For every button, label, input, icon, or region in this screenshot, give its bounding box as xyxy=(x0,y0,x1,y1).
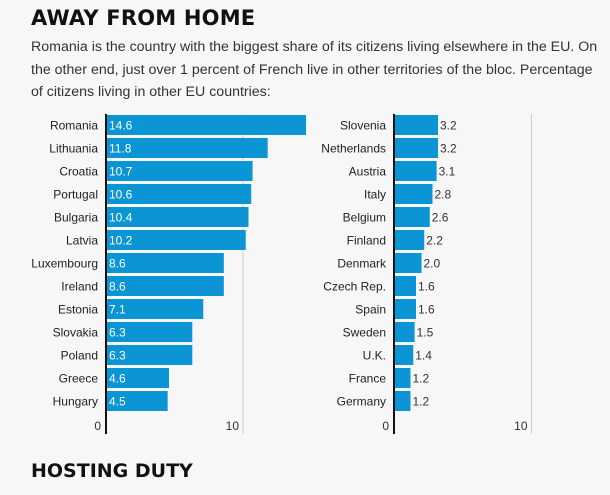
bar-u-k- xyxy=(394,345,414,365)
value-label: 1.4 xyxy=(415,349,432,363)
bar-poland xyxy=(106,345,193,365)
chart-description: Romania is the country with the biggest … xyxy=(31,39,598,100)
bar-austria xyxy=(394,161,437,181)
value-label: 2.0 xyxy=(424,257,441,271)
category-label: Greece xyxy=(59,372,99,386)
category-label: Estonia xyxy=(58,303,98,317)
x-tick-label: 10 xyxy=(514,419,528,433)
bar-estonia xyxy=(106,299,204,319)
bar-spain xyxy=(394,299,416,319)
bar-croatia xyxy=(106,161,253,181)
category-label: Spain xyxy=(355,303,386,317)
value-label: 3.2 xyxy=(440,119,457,133)
bar-france xyxy=(394,368,411,388)
value-label: 1.6 xyxy=(418,303,435,317)
value-label: 14.6 xyxy=(109,119,133,133)
bar-greece xyxy=(106,368,170,388)
bar-slovenia xyxy=(394,115,438,135)
category-label: Latvia xyxy=(66,234,98,248)
category-label: Slovakia xyxy=(53,326,99,340)
value-label: 1.5 xyxy=(417,326,434,340)
value-label: 2.8 xyxy=(435,188,452,202)
bar-sweden xyxy=(394,322,415,342)
category-label: Belgium xyxy=(343,211,386,225)
chart-title: AWAY FROM HOME xyxy=(31,6,256,30)
category-label: Hungary xyxy=(53,395,98,409)
bar-romania xyxy=(106,115,307,135)
bar-luxembourg xyxy=(106,253,224,273)
bar-czech-rep- xyxy=(394,276,416,296)
value-label: 10.4 xyxy=(109,211,133,225)
value-label: 10.6 xyxy=(109,188,133,202)
bar-germany xyxy=(394,391,411,411)
value-label: 6.3 xyxy=(109,349,126,363)
bar-hungary xyxy=(106,391,168,411)
category-label: Poland xyxy=(61,349,98,363)
value-label: 1.2 xyxy=(413,395,430,409)
category-label: Slovenia xyxy=(340,119,386,133)
bar-denmark xyxy=(394,253,422,273)
value-label: 8.6 xyxy=(109,257,126,271)
bar-lithuania xyxy=(106,138,268,158)
value-label: 10.7 xyxy=(109,165,133,179)
value-label: 11.8 xyxy=(109,142,132,156)
value-label: 2.2 xyxy=(426,234,443,248)
value-label: 1.6 xyxy=(418,280,435,294)
value-label: 3.2 xyxy=(440,142,457,156)
value-label: 10.2 xyxy=(109,234,133,248)
category-label: Lithuania xyxy=(49,142,98,156)
category-label: Ireland xyxy=(61,280,98,294)
value-label: 7.1 xyxy=(109,303,126,317)
category-label: Netherlands xyxy=(321,142,386,156)
category-label: Italy xyxy=(364,188,386,202)
bar-portugal xyxy=(106,184,252,204)
category-label: Romania xyxy=(50,119,98,133)
category-label: Croatia xyxy=(59,165,98,179)
value-label: 4.6 xyxy=(109,372,126,386)
x-tick-label: 10 xyxy=(226,419,240,433)
bar-latvia xyxy=(106,230,246,250)
value-label: 2.6 xyxy=(432,211,449,225)
bar-belgium xyxy=(394,207,430,227)
category-label: Denmark xyxy=(337,257,387,271)
category-label: Sweden xyxy=(343,326,386,340)
category-label: Portugal xyxy=(53,188,98,202)
value-label: 4.5 xyxy=(109,395,126,409)
value-label: 6.3 xyxy=(109,326,126,340)
bar-ireland xyxy=(106,276,224,296)
bar-bulgaria xyxy=(106,207,249,227)
bar-slovakia xyxy=(106,322,193,342)
x-tick-label: 0 xyxy=(94,419,101,433)
category-label: U.K. xyxy=(363,349,386,363)
bar-italy xyxy=(394,184,433,204)
category-label: Bulgaria xyxy=(54,211,98,225)
category-label: Finland xyxy=(347,234,386,248)
value-label: 3.1 xyxy=(439,165,456,179)
category-label: Austria xyxy=(349,165,387,179)
category-label: Germany xyxy=(337,395,386,409)
value-label: 1.2 xyxy=(413,372,430,386)
value-label: 8.6 xyxy=(109,280,126,294)
category-label: Czech Rep. xyxy=(323,280,386,294)
category-label: Luxembourg xyxy=(31,257,98,271)
next-section-title: HOSTING DUTY xyxy=(31,460,193,482)
bar-netherlands xyxy=(394,138,438,158)
bar-finland xyxy=(394,230,425,250)
x-tick-label: 0 xyxy=(382,419,389,433)
category-label: France xyxy=(349,372,387,386)
